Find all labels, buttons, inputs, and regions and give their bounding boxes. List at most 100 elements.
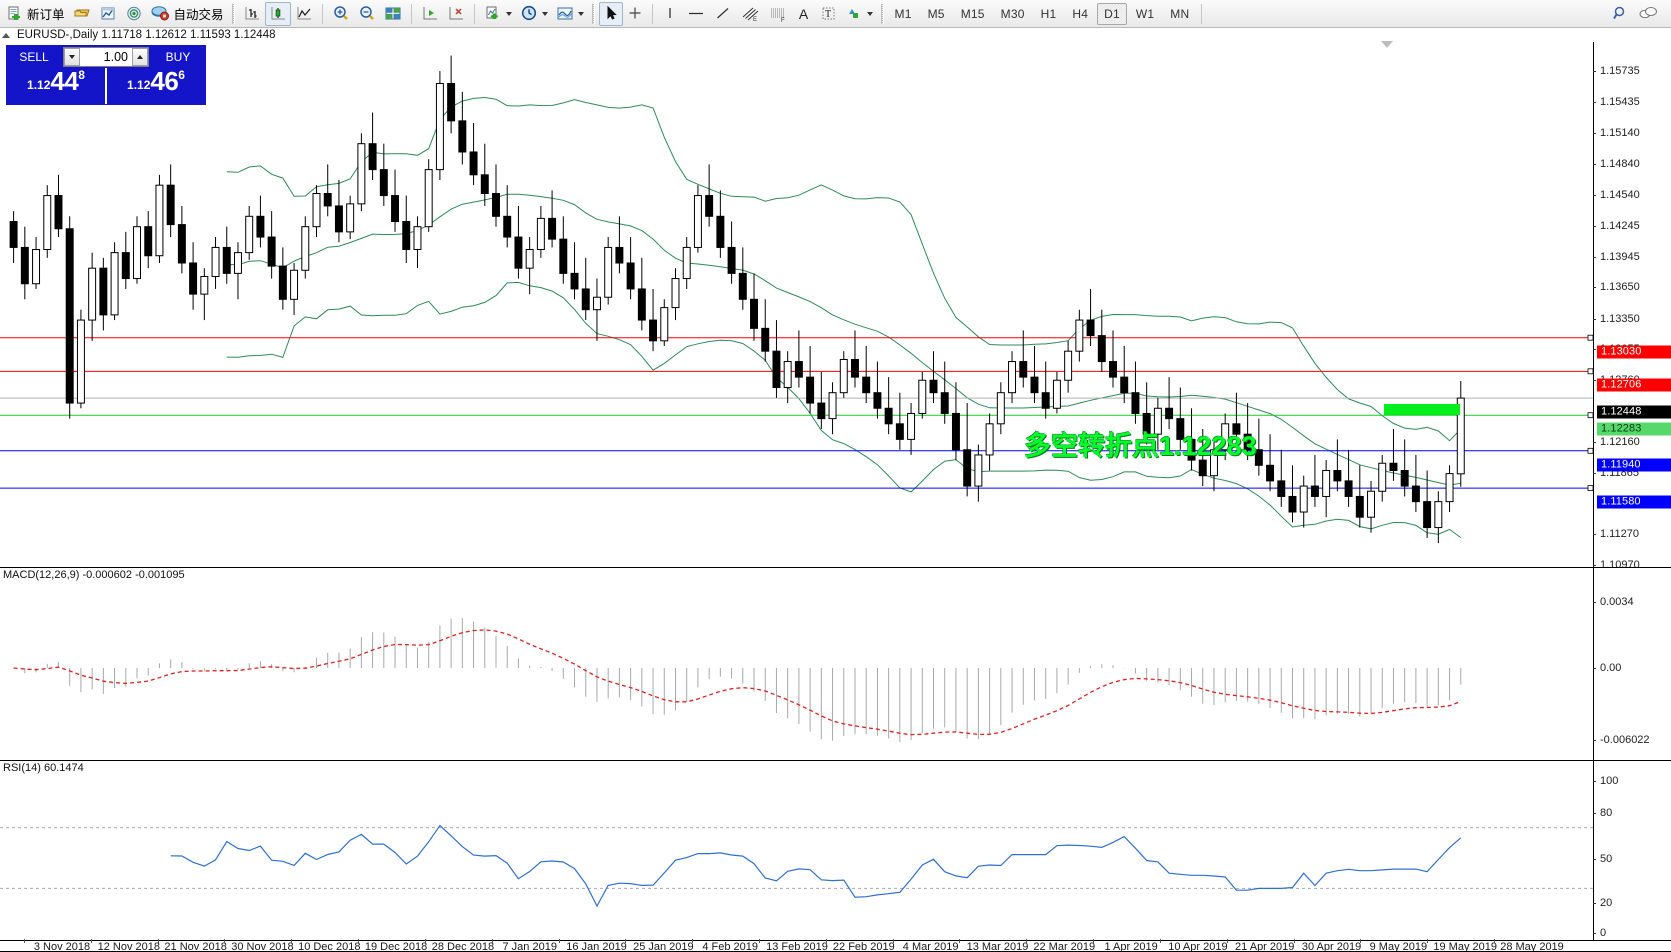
toolbar-separator (231, 3, 235, 24)
candle-body (121, 252, 130, 280)
candle-body (817, 402, 826, 420)
bar-chart-button[interactable] (239, 2, 265, 26)
timeframe-m1-button[interactable]: M1 (894, 6, 912, 21)
price-tag-last-price[interactable]: 1.12448 (1597, 405, 1671, 419)
cursor-button[interactable] (598, 1, 623, 26)
chat-button[interactable] (1633, 2, 1663, 26)
price-axis-tick: 1.11270 (1593, 528, 1671, 540)
period-button[interactable] (516, 2, 552, 26)
candle-body (660, 307, 669, 342)
timeframe-mn-button[interactable]: MN (1170, 6, 1190, 21)
rsi-pane[interactable]: RSI(14) 60.1474 100 80 50 20 0 (0, 760, 1671, 940)
candle-body (693, 195, 702, 248)
timeframe-m30-button[interactable]: M30 (1000, 6, 1025, 21)
templates-button[interactable] (552, 2, 588, 26)
chevron-down-icon[interactable] (866, 11, 873, 16)
date-axis-label: 30 Nov 2018 (231, 941, 294, 952)
fibonacci-button[interactable]: F (764, 2, 792, 26)
macd-histogram-svg (13, 618, 1462, 742)
volume-decrement-button[interactable] (64, 48, 80, 66)
volume-stepper[interactable]: 1.00 (63, 47, 149, 67)
candle-body (1086, 319, 1095, 337)
scroll-marker-icon[interactable] (1381, 41, 1393, 48)
volume-increment-button[interactable] (132, 48, 148, 66)
zoom-in-button[interactable] (328, 2, 354, 26)
timeframe-h4-button[interactable]: H4 (1072, 6, 1089, 21)
candle-body (716, 215, 725, 248)
rsi-label: RSI(14) 60.1474 (3, 762, 84, 774)
date-tick-mark (1427, 939, 1429, 943)
chevron-down-icon[interactable] (541, 11, 548, 16)
buy-price-fraction: 6 (178, 68, 185, 82)
date-axis[interactable]: 3 Nov 2018 12 Nov 2018 21 Nov 2018 30 Nov 2… (0, 939, 1671, 952)
date-tick-mark (1159, 939, 1161, 943)
svg-text:F: F (781, 18, 785, 23)
crosshair-button[interactable] (623, 2, 647, 26)
price-tag-pivot[interactable]: 1.12283 (1597, 422, 1671, 436)
price-axis-tick: 1.13350 (1593, 313, 1671, 325)
macd-signal-line (13, 629, 1462, 736)
chart-window[interactable]: EURUSD-,Daily 1.11718 1.12612 1.11593 1.… (0, 28, 1671, 952)
candle-body (245, 215, 254, 254)
rsi-plot-area[interactable] (0, 775, 1593, 940)
sell-button[interactable]: SELL (19, 50, 49, 64)
candle-body (649, 319, 658, 342)
price-axis[interactable]: 1.15735 1.15435 1.15140 1.14840 1.14540 1.142… (1593, 42, 1671, 571)
candle-body (1434, 501, 1443, 529)
vertical-line-icon (668, 8, 671, 18)
one-click-trading-panel[interactable]: SELL 1.00 BUY 1.12 44 8 1.12 46 (6, 45, 206, 105)
sell-price[interactable]: 1.12 44 8 (7, 68, 105, 104)
date-tick-mark (892, 939, 894, 943)
volume-input[interactable]: 1.00 (103, 50, 128, 64)
timeframe-m5-button[interactable]: M5 (927, 6, 945, 21)
new-order-button[interactable]: 新订单 (2, 2, 69, 26)
price-tag-support[interactable]: 1.11580 (1597, 495, 1671, 509)
auto-scroll-button[interactable] (417, 2, 443, 26)
level-handle (1587, 447, 1593, 454)
autotrade-button[interactable]: 自动交易 (147, 2, 228, 26)
vertical-line-button[interactable] (658, 2, 682, 26)
search-button[interactable] (1607, 2, 1633, 26)
horizontal-line-button[interactable] (682, 2, 710, 26)
collapse-triangle-icon[interactable] (2, 32, 10, 38)
price-pane[interactable]: 多空转折点1.12283 1.15735 1.15435 1.15140 1.1484… (0, 41, 1671, 571)
timeframe-m15-button[interactable]: M15 (960, 6, 985, 21)
price-tag-resistance[interactable]: 1.12706 (1597, 378, 1671, 392)
price-tag-resistance[interactable]: 1.13030 (1597, 345, 1671, 359)
price-plot-area[interactable]: 多空转折点1.12283 (0, 42, 1593, 567)
price-tag-support[interactable]: 1.11940 (1597, 458, 1671, 472)
candle-body (761, 327, 770, 352)
chevron-down-icon[interactable] (577, 11, 584, 16)
macd-pane[interactable]: MACD(12,26,9) -0.000602 -0.001095 0.0034… (0, 567, 1671, 760)
shapes-button[interactable] (841, 2, 877, 26)
timeframe-d1-button[interactable]: D1 (1097, 2, 1127, 25)
candlestick-chart-button[interactable] (264, 1, 291, 26)
rsi-axis[interactable]: 100 80 50 20 0 (1593, 761, 1671, 940)
chevron-down-icon[interactable] (505, 11, 512, 16)
indicators-button[interactable] (480, 2, 516, 26)
line-chart-button[interactable] (291, 2, 317, 26)
buy-button[interactable]: BUY (165, 50, 191, 64)
zoom-out-button[interactable] (354, 2, 380, 26)
chart-shift-button[interactable] (443, 2, 469, 26)
market-watch-button[interactable] (95, 2, 121, 26)
equidistant-channel-button[interactable]: E (736, 2, 764, 26)
text-label-button[interactable]: T (816, 2, 841, 26)
chart-annotation[interactable]: 多空转折点1.12283 (1024, 431, 1257, 461)
navigator-button[interactable] (121, 2, 147, 26)
equidistant-channel-icon: E (742, 7, 758, 23)
buy-price[interactable]: 1.12 46 6 (107, 68, 205, 104)
trendline-button[interactable] (710, 2, 736, 26)
macd-axis[interactable]: 0.0034 0.00 -0.006022 (1593, 568, 1671, 760)
text-button[interactable]: A (792, 2, 816, 26)
profiles-button[interactable] (69, 2, 95, 26)
level-handle (1587, 334, 1593, 341)
price-axis-tick: 1.14245 (1593, 220, 1671, 232)
timeframe-w1-button[interactable]: W1 (1135, 6, 1155, 21)
candle-body (1187, 438, 1196, 461)
timeframe-h1-button[interactable]: H1 (1040, 6, 1057, 21)
data-window-button[interactable] (380, 2, 406, 26)
date-tick-mark (625, 939, 627, 943)
macd-plot-area[interactable] (0, 582, 1593, 760)
candle-body (727, 246, 736, 274)
